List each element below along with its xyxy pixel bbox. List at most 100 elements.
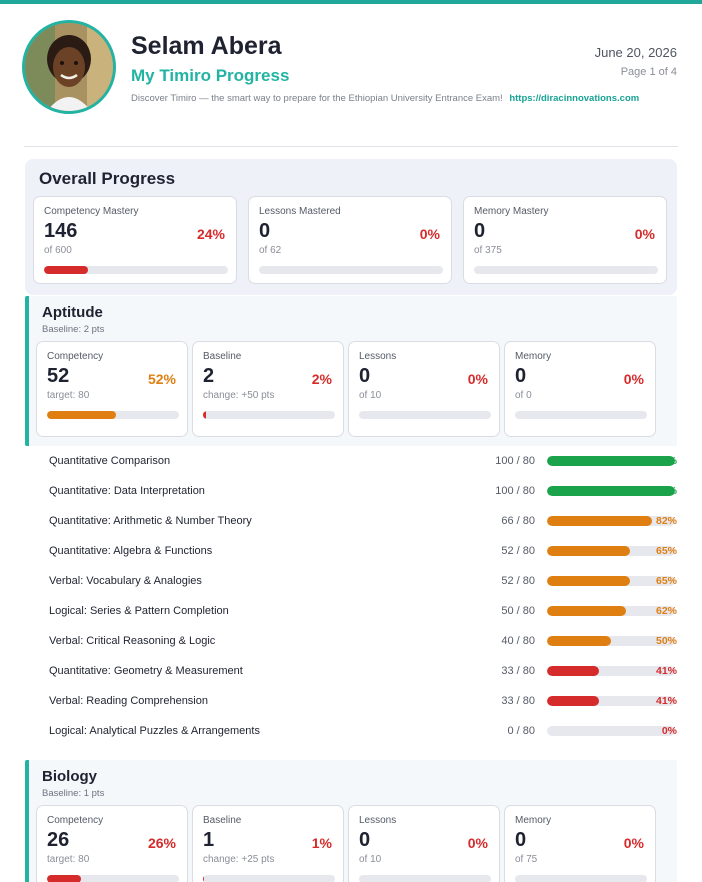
topic-name: Quantitative: Data Interpretation bbox=[49, 485, 205, 497]
topic-score: 52 / 80 bbox=[501, 545, 535, 557]
report-date: June 20, 2026 bbox=[594, 45, 677, 60]
stat-card-progress-track bbox=[359, 411, 491, 419]
topic-progress-fill bbox=[547, 606, 627, 616]
stat-card-percent: 0% bbox=[623, 835, 644, 851]
stat-card: Memory 0 0% of 75 bbox=[504, 805, 656, 882]
topic-progress-fill bbox=[547, 576, 631, 586]
stat-card-percent: 0% bbox=[467, 371, 488, 387]
stat-card-percent: 0% bbox=[634, 226, 655, 242]
topic-progress-fill bbox=[547, 666, 600, 676]
stat-card-label: Memory bbox=[515, 351, 552, 362]
tagline: Discover Timiro — the smart way to prepa… bbox=[131, 93, 639, 104]
topic-row: Logical: Series & Pattern Completion 50 /… bbox=[49, 602, 679, 622]
stat-card-value: 0 bbox=[359, 365, 371, 387]
stat-card-progress-track bbox=[203, 411, 335, 419]
overall-progress-title: Overall Progress bbox=[39, 169, 176, 188]
stat-card-value: 0 bbox=[474, 220, 486, 242]
stat-card-label: Memory bbox=[515, 815, 552, 826]
topic-progress-fill bbox=[547, 486, 675, 496]
topic-score: 100 / 80 bbox=[495, 485, 535, 497]
section-baseline: Baseline: 2 pts bbox=[42, 324, 105, 335]
topic-score: 33 / 80 bbox=[501, 665, 535, 677]
topic-percent: 62% bbox=[655, 605, 677, 617]
stat-card-label: Competency bbox=[47, 815, 104, 826]
avatar bbox=[22, 20, 116, 114]
topic-percent: 41% bbox=[655, 695, 677, 707]
topic-progress-track bbox=[547, 546, 675, 556]
stat-card-value: 0 bbox=[515, 365, 527, 387]
stat-card-percent: 1% bbox=[311, 835, 332, 851]
topic-score: 0 / 80 bbox=[507, 725, 535, 737]
aptitude-section: Aptitude Baseline: 2 pts Competency 52 52%… bbox=[25, 296, 677, 446]
stat-card-subtext: of 0 bbox=[515, 390, 532, 401]
topic-percent: 65% bbox=[655, 545, 677, 557]
stat-card-subtext: of 10 bbox=[359, 390, 382, 401]
stat-card: Baseline 2 2% change: +50 pts bbox=[192, 341, 344, 437]
stat-card-progress-fill bbox=[47, 875, 82, 882]
stat-card-progress-track bbox=[515, 411, 647, 419]
topic-score: 66 / 80 bbox=[501, 515, 535, 527]
topic-percent: % bbox=[667, 485, 677, 497]
section-title: Biology bbox=[42, 768, 97, 785]
topic-score: 100 / 80 bbox=[495, 455, 535, 467]
stat-card-percent: 2% bbox=[311, 371, 332, 387]
stat-card-label: Memory Mastery bbox=[474, 206, 549, 217]
topic-progress-fill bbox=[547, 546, 631, 556]
stat-card-value: 2 bbox=[203, 365, 215, 387]
topic-row: Logical: Analytical Puzzles & Arrangemen… bbox=[49, 722, 679, 742]
stat-card-label: Competency Mastery bbox=[44, 206, 139, 217]
topic-name: Logical: Analytical Puzzles & Arrangemen… bbox=[49, 725, 260, 737]
stat-card-label: Lessons bbox=[359, 815, 397, 826]
stat-card-subtext: change: +25 pts bbox=[203, 854, 275, 865]
stat-card-value: 0 bbox=[515, 829, 527, 851]
topic-row: Quantitative: Algebra & Functions 52 / 80… bbox=[49, 542, 679, 562]
topic-progress-track bbox=[547, 456, 675, 466]
topic-progress-track bbox=[547, 516, 675, 526]
stat-card-subtext: of 62 bbox=[259, 245, 282, 256]
stat-card: Competency Mastery 146 24% of 600 bbox=[33, 196, 237, 284]
website-link[interactable]: https://diracinnovations.com bbox=[509, 93, 640, 104]
stat-card-label: Competency bbox=[47, 351, 104, 362]
stat-card-progress-track bbox=[47, 411, 179, 419]
topic-progress-fill bbox=[547, 696, 600, 706]
stat-card: Memory 0 0% of 0 bbox=[504, 341, 656, 437]
topic-percent: 41% bbox=[655, 665, 677, 677]
stat-card-subtext: of 375 bbox=[474, 245, 502, 256]
stat-card-percent: 0% bbox=[467, 835, 488, 851]
topic-progress-track bbox=[547, 726, 675, 736]
topic-name: Verbal: Critical Reasoning & Logic bbox=[49, 635, 216, 647]
topic-progress-track bbox=[547, 696, 675, 706]
stat-card-value: 1 bbox=[203, 829, 215, 851]
topic-name: Quantitative Comparison bbox=[49, 455, 171, 467]
stat-card-label: Baseline bbox=[203, 351, 242, 362]
stat-card-value: 52 bbox=[47, 365, 70, 387]
stat-card-value: 146 bbox=[44, 220, 78, 242]
stat-card-label: Lessons Mastered bbox=[259, 206, 341, 217]
topic-row: Verbal: Critical Reasoning & Logic 40 / 8… bbox=[49, 632, 679, 652]
stat-card-percent: 0% bbox=[419, 226, 440, 242]
stat-card-progress-track bbox=[203, 875, 335, 882]
stat-card-progress-fill bbox=[47, 411, 116, 419]
stat-card-progress-fill bbox=[44, 266, 89, 274]
topic-percent: 50% bbox=[655, 635, 677, 647]
topic-progress-fill bbox=[547, 516, 652, 526]
section-baseline: Baseline: 1 pts bbox=[42, 788, 105, 799]
stat-card-subtext: of 600 bbox=[44, 245, 72, 256]
stat-card-progress-track bbox=[259, 266, 443, 274]
biology-section: Biology Baseline: 1 pts Competency 26 26% t… bbox=[25, 760, 677, 882]
topic-progress-track bbox=[547, 606, 675, 616]
topic-score: 52 / 80 bbox=[501, 575, 535, 587]
topic-progress-track bbox=[547, 636, 675, 646]
topic-progress-fill bbox=[547, 636, 611, 646]
stat-card: Lessons Mastered 0 0% of 62 bbox=[248, 196, 452, 284]
topic-name: Logical: Series & Pattern Completion bbox=[49, 605, 229, 617]
stat-card-subtext: target: 80 bbox=[47, 854, 90, 865]
topic-percent: % bbox=[667, 455, 677, 467]
topic-percent: 82% bbox=[655, 515, 677, 527]
topic-score: 40 / 80 bbox=[501, 635, 535, 647]
stat-card-percent: 52% bbox=[147, 371, 176, 387]
topic-name: Verbal: Reading Comprehension bbox=[49, 695, 208, 707]
overall-progress-panel: Overall Progress Competency Mastery 146 24… bbox=[25, 159, 677, 295]
topic-row: Verbal: Reading Comprehension 33 / 80 41% bbox=[49, 692, 679, 712]
topic-name: Quantitative: Algebra & Functions bbox=[49, 545, 213, 557]
